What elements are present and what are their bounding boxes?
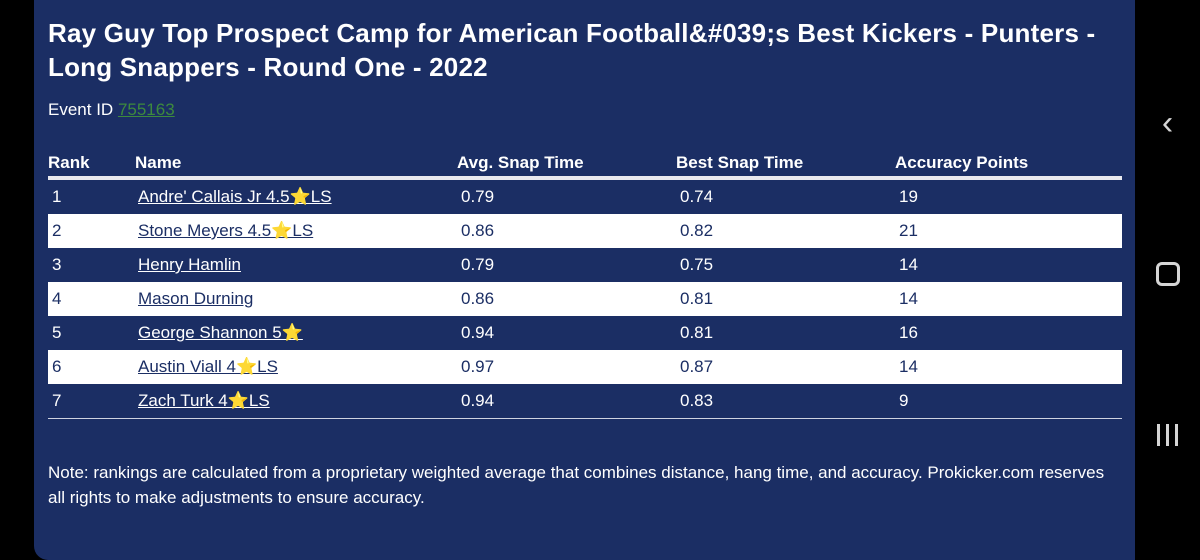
cell-acc: 9 bbox=[899, 391, 909, 410]
cell-avg: 0.86 bbox=[461, 221, 495, 240]
cell-acc: 14 bbox=[899, 255, 918, 274]
cell-avg: 0.94 bbox=[461, 323, 495, 342]
cell-avg: 0.79 bbox=[461, 187, 495, 206]
page-title: Ray Guy Top Prospect Camp for American F… bbox=[48, 18, 1096, 82]
cell-rank: 4 bbox=[52, 289, 62, 308]
table-bottom-border bbox=[48, 418, 1122, 419]
cell-rank: 3 bbox=[52, 255, 62, 274]
cell-avg: 0.94 bbox=[461, 391, 495, 410]
event-id-link[interactable]: 755163 bbox=[117, 100, 175, 119]
header-name[interactable]: Name bbox=[135, 153, 182, 172]
table-header: Rank Name Avg. Snap Time Best Snap Time … bbox=[48, 150, 1122, 176]
player-link[interactable]: Andre' Callais Jr 4.5⭐LS bbox=[138, 187, 332, 206]
header-best-snap-time[interactable]: Best Snap Time bbox=[676, 153, 804, 172]
system-nav-bar: ‹ bbox=[1135, 0, 1200, 560]
cell-acc: 16 bbox=[899, 323, 918, 342]
rankings-table: Rank Name Avg. Snap Time Best Snap Time … bbox=[48, 150, 1122, 419]
cell-acc: 19 bbox=[899, 187, 918, 206]
cell-best: 0.87 bbox=[680, 357, 714, 376]
recent-apps-icon[interactable] bbox=[1135, 424, 1200, 451]
cell-best: 0.83 bbox=[680, 391, 714, 410]
cell-acc: 21 bbox=[899, 221, 918, 240]
table-row: 1 Andre' Callais Jr 4.5⭐LS 0.79 0.74 19 bbox=[48, 180, 1122, 214]
header-accuracy-points[interactable]: Accuracy Points bbox=[895, 153, 1029, 172]
header-divider bbox=[48, 176, 1122, 180]
table-row: 7 Zach Turk 4⭐LS 0.94 0.83 9 bbox=[48, 384, 1122, 418]
player-link[interactable]: Henry Hamlin bbox=[138, 255, 241, 274]
cell-rank: 7 bbox=[52, 391, 62, 410]
content-card: Ray Guy Top Prospect Camp for American F… bbox=[34, 0, 1155, 560]
cell-avg: 0.79 bbox=[461, 255, 495, 274]
player-link[interactable]: Zach Turk 4⭐LS bbox=[138, 391, 270, 410]
header-avg-snap-time[interactable]: Avg. Snap Time bbox=[457, 153, 584, 172]
event-id-label: Event ID bbox=[48, 100, 114, 119]
player-link[interactable]: Austin Viall 4⭐LS bbox=[138, 357, 278, 376]
back-icon[interactable]: ‹ bbox=[1161, 104, 1174, 142]
table-row: 2 Stone Meyers 4.5⭐LS 0.86 0.82 21 bbox=[48, 214, 1122, 248]
cell-best: 0.74 bbox=[680, 187, 714, 206]
rankings-note: Note: rankings are calculated from a pro… bbox=[48, 463, 1105, 507]
cell-best: 0.81 bbox=[680, 289, 714, 308]
table-row: 4 Mason Durning 0.86 0.81 14 bbox=[48, 282, 1122, 316]
player-link[interactable]: Stone Meyers 4.5⭐LS bbox=[138, 221, 314, 240]
cell-rank: 5 bbox=[52, 323, 62, 342]
table-row: 6 Austin Viall 4⭐LS 0.97 0.87 14 bbox=[48, 350, 1122, 384]
cell-best: 0.81 bbox=[680, 323, 714, 342]
table-row: 3 Henry Hamlin 0.79 0.75 14 bbox=[48, 248, 1122, 282]
home-icon[interactable] bbox=[1135, 262, 1200, 286]
event-id: Event ID 755163 bbox=[48, 100, 175, 120]
header-rank[interactable]: Rank bbox=[48, 153, 90, 172]
cell-acc: 14 bbox=[899, 289, 918, 308]
cell-rank: 1 bbox=[52, 187, 62, 206]
table-row: 5 George Shannon 5⭐ 0.94 0.81 16 bbox=[48, 316, 1122, 350]
cell-rank: 6 bbox=[52, 357, 62, 376]
player-link[interactable]: George Shannon 5⭐ bbox=[138, 323, 303, 342]
cell-avg: 0.86 bbox=[461, 289, 495, 308]
cell-best: 0.82 bbox=[680, 221, 714, 240]
cell-acc: 14 bbox=[899, 357, 918, 376]
cell-best: 0.75 bbox=[680, 255, 714, 274]
cell-rank: 2 bbox=[52, 221, 62, 240]
cell-avg: 0.97 bbox=[461, 357, 495, 376]
player-link[interactable]: Mason Durning bbox=[138, 289, 254, 308]
